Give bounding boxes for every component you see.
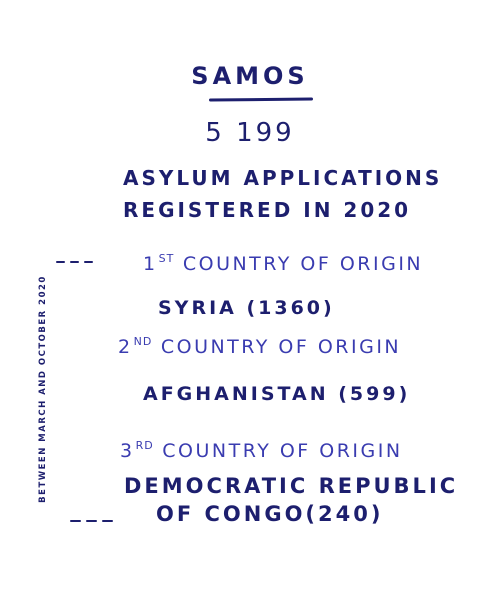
bracket-bottom-dash-2 (86, 520, 97, 522)
bracket-bottom-dash-1 (70, 520, 81, 522)
rank-1-number: 1 (143, 253, 158, 275)
rank-3-label: 3RD COUNTRY OF ORIGIN (120, 439, 403, 462)
country-3-line-2: OF CONGO(240) (156, 502, 384, 526)
subtitle-line-2: REGISTERED IN 2020 (123, 198, 412, 222)
rank-2-text: COUNTRY OF ORIGIN (160, 336, 402, 358)
rank-3-text: COUNTRY OF ORIGIN (162, 440, 403, 462)
rank-3-suffix: RD (135, 439, 154, 452)
rank-1-label: 1ST COUNTRY OF ORIGIN (143, 252, 423, 275)
bracket-top-dash-2 (70, 261, 79, 263)
rank-2-label: 2ND COUNTRY OF ORIGIN (118, 335, 401, 358)
rank-2-suffix: ND (133, 335, 153, 348)
rank-1-suffix: ST (158, 252, 175, 265)
rank-3-number: 3 (120, 440, 135, 462)
bracket-bottom-dash-3 (102, 520, 113, 522)
title-underline (208, 97, 314, 102)
rank-2-number: 2 (118, 336, 133, 358)
period-label: BETWEEN MARCH AND OCTOBER 2020 (38, 275, 48, 503)
rank-1-text: COUNTRY OF ORIGIN (182, 253, 424, 275)
country-2: AFGHANISTAN (599) (143, 383, 411, 405)
page-title: SAMOS (191, 62, 309, 90)
country-1: SYRIA (1360) (158, 297, 335, 319)
subtitle-line-1: ASYLUM APPLICATIONS (123, 166, 443, 190)
total-applications: 5 199 (205, 118, 295, 148)
country-3-line-1: DEMOCRATIC REPUBLIC (124, 474, 459, 498)
bracket-top-dash-3 (84, 261, 93, 263)
bracket-top-dash-1 (56, 261, 65, 263)
